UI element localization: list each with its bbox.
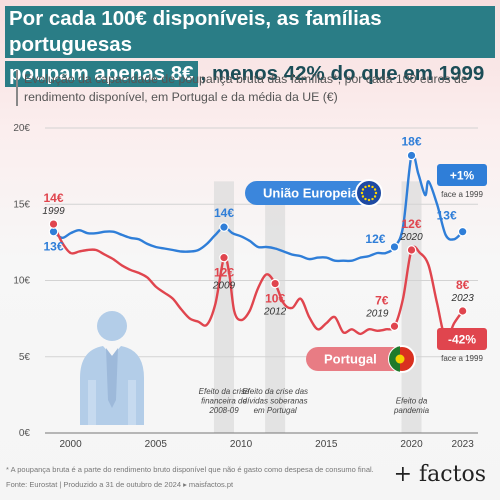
y-tick-label: 5€ [19, 352, 31, 363]
x-tick-label: 2023 [452, 439, 475, 450]
change-badge-box [437, 164, 487, 186]
event-band-1 [213, 181, 234, 433]
eu-flag-star [371, 185, 374, 189]
title-line-1: Por cada 100€ disponíveis, as famílias p… [5, 6, 495, 58]
data-point [389, 242, 400, 252]
series-line-eu [52, 152, 464, 263]
y-tick-label: 15€ [13, 199, 30, 210]
y-tick-label: 20€ [13, 123, 30, 134]
change-badge-note: face a 1999 [441, 190, 483, 199]
data-label: 12€ [214, 266, 234, 280]
data-label: 13€ [437, 209, 457, 223]
data-year-label: 2019 [365, 308, 389, 319]
data-label: 10€ [265, 292, 285, 306]
data-year-label: 2009 [212, 281, 236, 292]
legend-eu-label: União Europeia [263, 186, 359, 201]
eu-flag-star [364, 197, 367, 201]
data-label: 14€ [44, 191, 64, 205]
data-point [219, 222, 229, 232]
change-badge-note: face a 1999 [441, 354, 483, 363]
footnote: * A poupança bruta é a parte do rendimen… [6, 465, 374, 474]
chart-title: Por cada 100€ disponíveis, as famílias p… [5, 6, 495, 90]
event-band-label: Efeito da [396, 397, 428, 406]
data-label: 7€ [375, 293, 389, 307]
legend-portugal-label: Portugal [324, 352, 377, 367]
change-badge-box [437, 328, 487, 350]
x-tick-label: 2020 [400, 439, 423, 450]
data-point [219, 252, 229, 263]
data-point [457, 306, 468, 316]
x-tick-label: 2005 [145, 439, 168, 450]
data-point [406, 150, 417, 161]
event-band-label: Efeito da crise [199, 387, 250, 396]
data-label: 12€ [402, 217, 422, 231]
data-label: 12€ [365, 232, 385, 246]
eu-flag-icon [355, 179, 383, 207]
person-silhouette-icon [80, 311, 144, 425]
brand-logo: + factos [393, 462, 486, 487]
y-tick-label: 0€ [19, 428, 31, 439]
event-band-label: pandemia [393, 406, 430, 415]
event-band-label: dívidas soberanas [243, 397, 308, 406]
change-badge-eu: +1% face a 1999 [437, 164, 487, 199]
x-tick-label: 2000 [59, 439, 82, 450]
data-year-label: 2023 [451, 293, 475, 304]
change-badge-value: -42% [448, 333, 476, 347]
eu-flag-star [364, 185, 367, 189]
data-label: 14€ [214, 206, 234, 220]
change-badge-value: +1% [450, 169, 475, 183]
event-band-2 [265, 181, 286, 433]
event-band-label: financeira de [201, 397, 247, 406]
eu-flag-star [360, 191, 364, 195]
source-line: Fonte: Eurostat | Produzido a 31 de outu… [6, 480, 234, 489]
data-point [389, 321, 400, 332]
title-rest: , menos 42% do que em 1999 [200, 62, 485, 85]
legend-portugal: Portugal [306, 345, 416, 373]
legend-portugal-pill [306, 347, 406, 371]
data-year-label: 2020 [399, 232, 423, 243]
data-label: 18€ [402, 134, 422, 148]
eu-flag-star [371, 197, 374, 201]
data-point [406, 245, 417, 255]
data-year-label: 2012 [263, 307, 287, 318]
legend-eu-pill [245, 181, 373, 205]
data-point [270, 278, 280, 289]
data-point [457, 226, 468, 237]
portugal-flag-sphere [395, 354, 405, 364]
event-band-label: 2008-09 [208, 406, 239, 415]
data-point [48, 219, 59, 229]
data-year-label: 1999 [42, 206, 65, 217]
eu-flag-star [374, 191, 378, 195]
portugal-flag-green [389, 346, 400, 372]
x-tick-label: 2010 [230, 439, 253, 450]
data-label: 13€ [44, 240, 64, 254]
event-band-label: Efeito da crise das [242, 387, 308, 396]
eu-flag-star [361, 195, 365, 198]
eu-flag-star [361, 188, 365, 191]
y-tick-label: 10€ [13, 276, 30, 287]
eu-flag-star [373, 195, 377, 198]
eu-flag-star [367, 184, 371, 188]
title-highlight: poupam apenas 8€ [5, 61, 198, 87]
data-label: 8€ [456, 278, 470, 292]
event-band-label: em Portugal [254, 406, 297, 415]
legend-eu: União Europeia [245, 179, 383, 207]
eu-flag-star [373, 188, 377, 191]
change-badge-portugal: -42% face a 1999 [437, 328, 487, 363]
eu-flag-star [367, 198, 371, 202]
x-tick-label: 2015 [315, 439, 338, 450]
chart-subtitle: Evolução da capacidade de poupança bruta… [16, 70, 494, 106]
